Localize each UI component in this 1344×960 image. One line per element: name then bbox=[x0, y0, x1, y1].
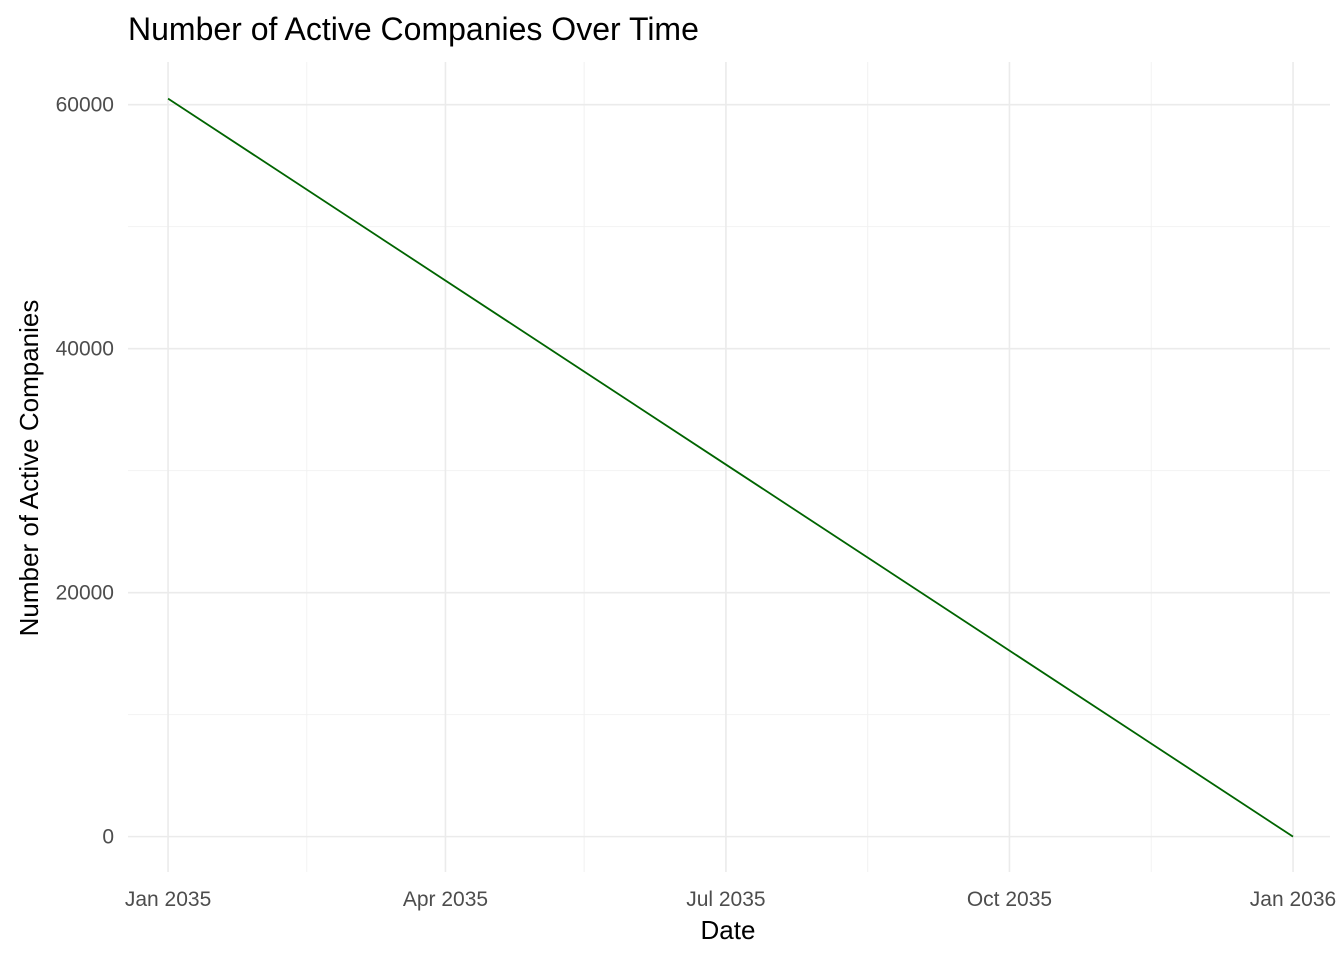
y-tick-label: 20000 bbox=[56, 582, 114, 605]
series-line bbox=[167, 97, 1294, 838]
y-tick-label: 0 bbox=[102, 826, 114, 849]
y-tick-labels: 0 20000 40000 60000 bbox=[56, 94, 114, 849]
y-axis-title: Number of Active Companies bbox=[14, 300, 44, 637]
x-tick-label: Apr 2035 bbox=[403, 888, 488, 911]
x-tick-label: Jan 2035 bbox=[125, 888, 211, 911]
x-axis-title: Date bbox=[701, 915, 756, 945]
minor-gridlines bbox=[128, 62, 1330, 872]
major-gridlines bbox=[128, 62, 1330, 872]
x-tick-labels: Jan 2035 Apr 2035 Jul 2035 Oct 2035 Jan 2036 bbox=[125, 888, 1336, 911]
series-layer bbox=[167, 97, 1294, 838]
chart-title: Number of Active Companies Over Time bbox=[128, 11, 699, 47]
y-tick-label: 60000 bbox=[56, 94, 114, 117]
x-tick-label: Oct 2035 bbox=[967, 888, 1052, 911]
x-tick-label: Jul 2035 bbox=[686, 888, 765, 911]
y-tick-label: 40000 bbox=[56, 338, 114, 361]
x-tick-label: Jan 2036 bbox=[1250, 888, 1336, 911]
